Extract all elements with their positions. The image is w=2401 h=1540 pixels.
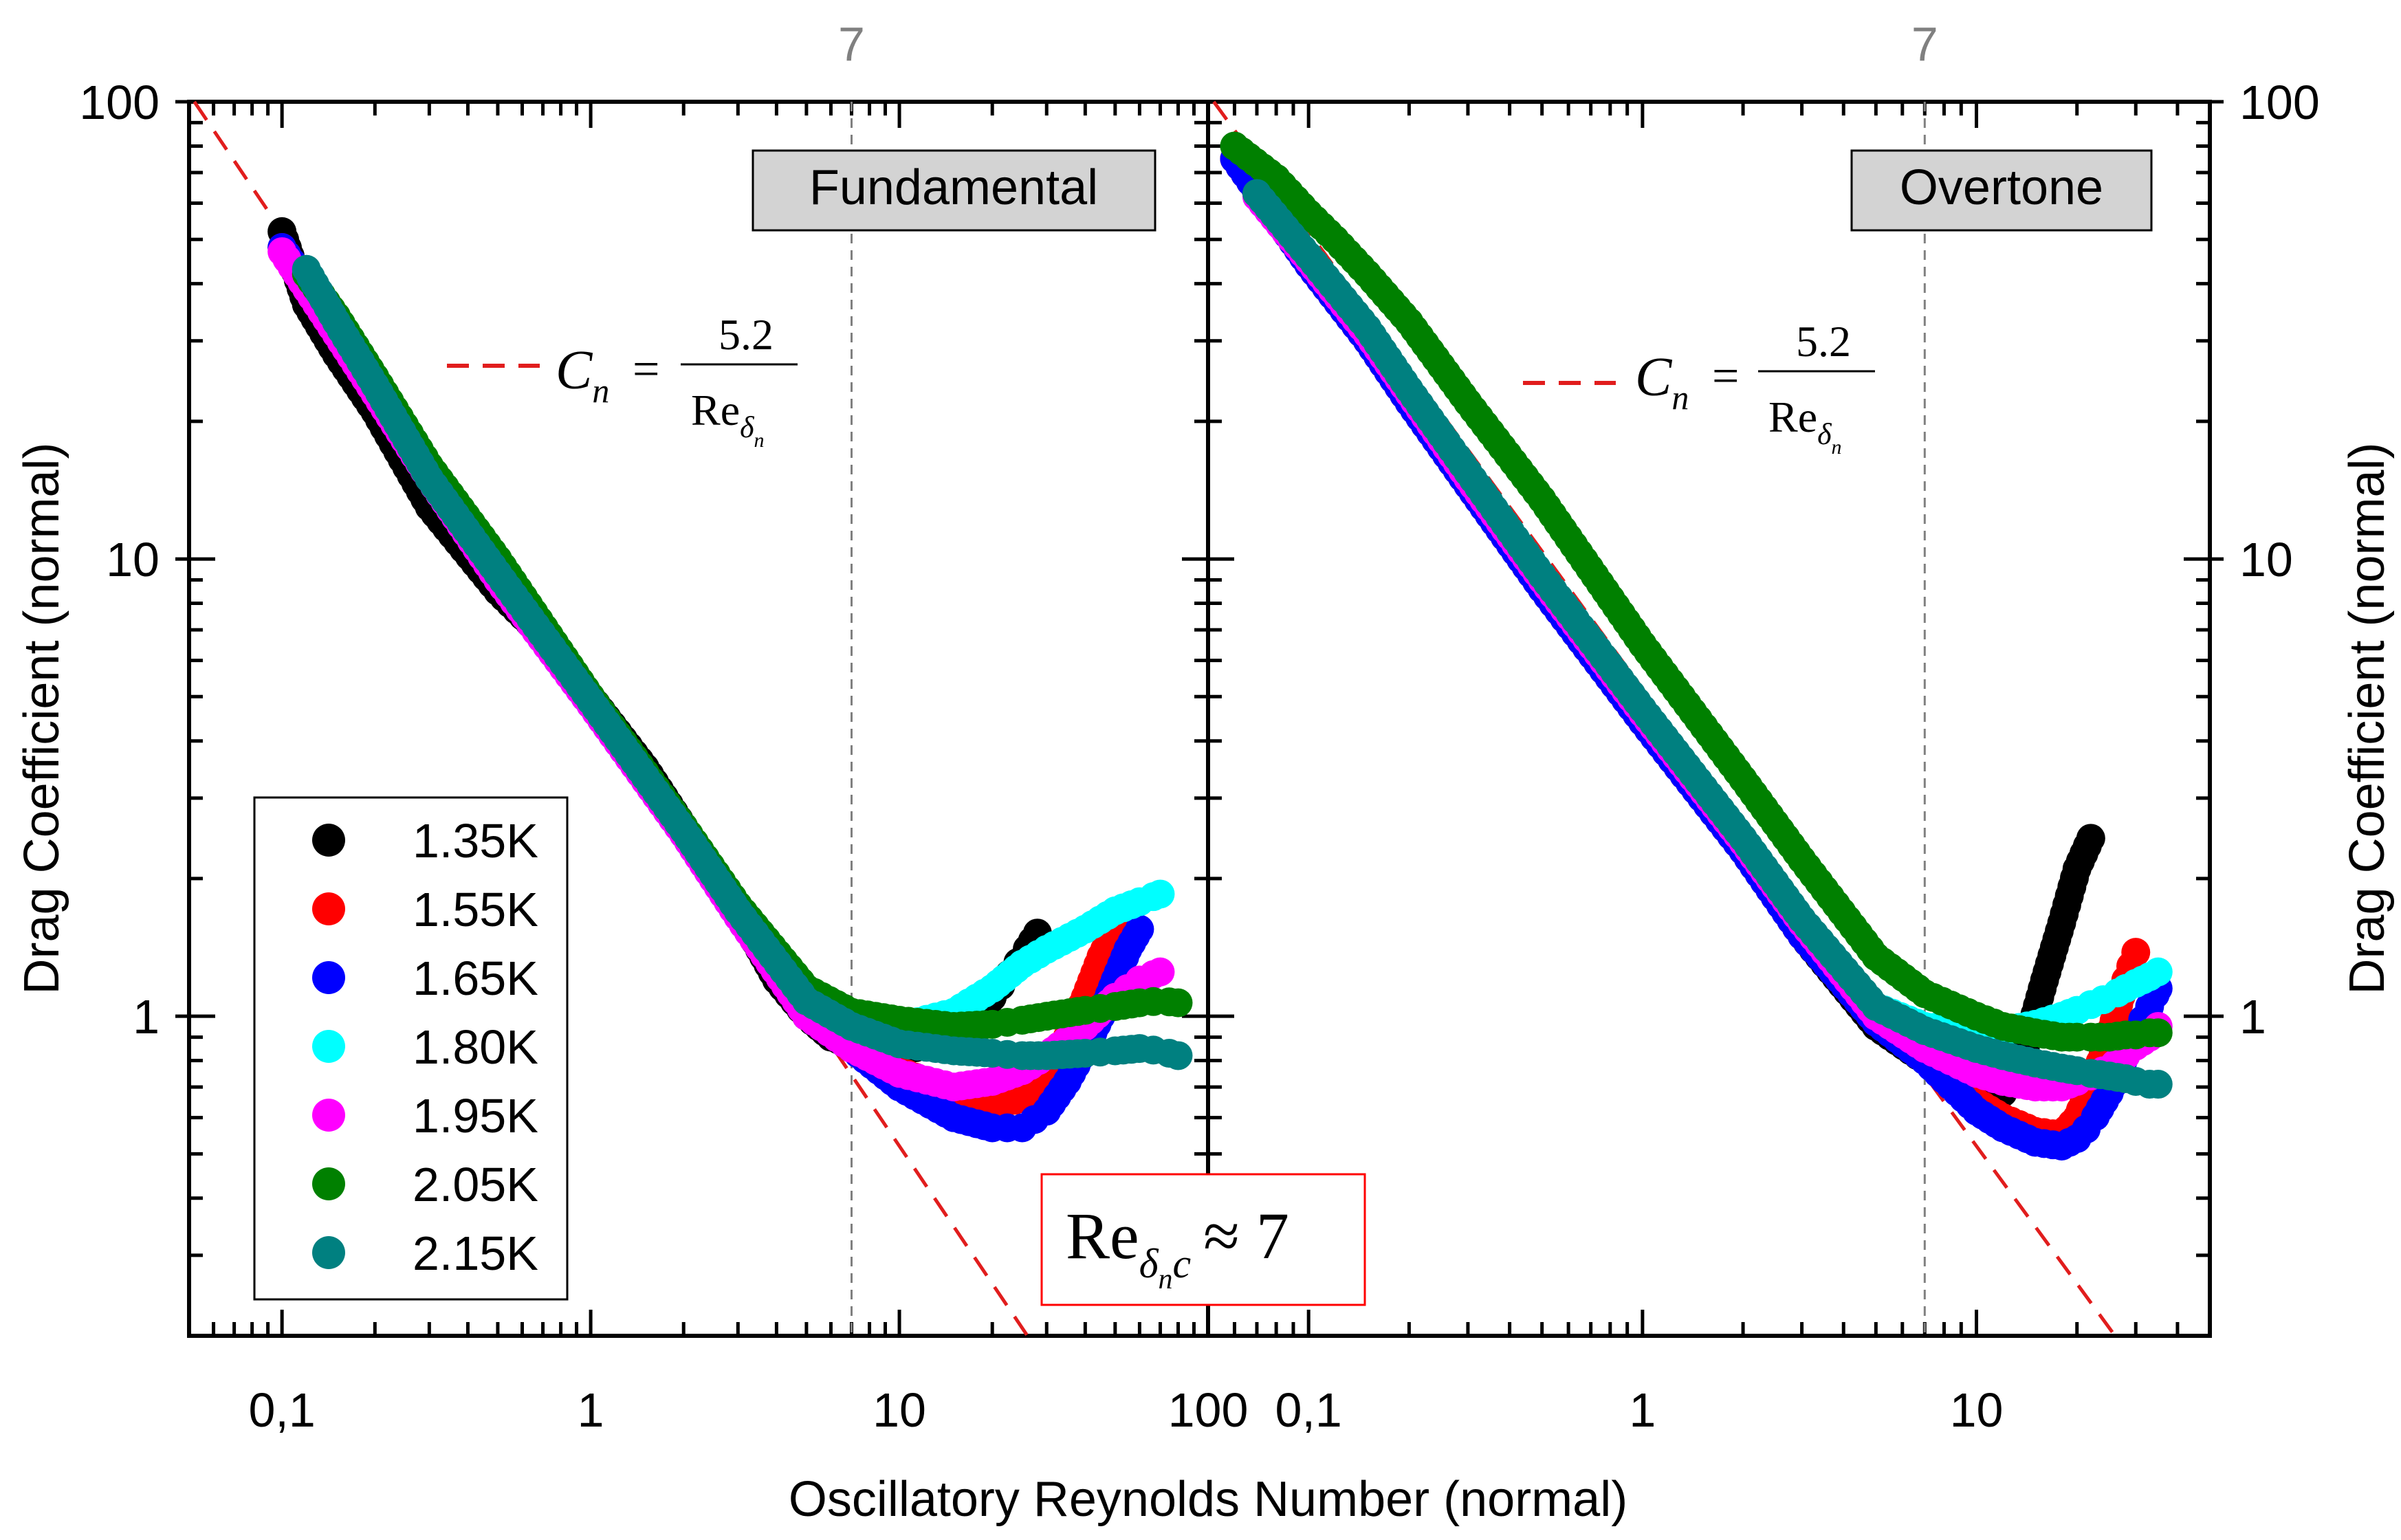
critical-re-box: Reδnc ≈ 7 (1040, 1173, 1366, 1306)
model-label-equals: = (1712, 350, 1739, 403)
fundamental-panel: 0,1 1 10 100 1 10 100 7 Fundamental Cn = 5.2 R… (79, 17, 1248, 1437)
legend-marker (312, 1236, 345, 1269)
series-2.15K (1242, 179, 2173, 1099)
data-point (1145, 957, 1175, 987)
overtone-title: Overtone (1900, 160, 2103, 215)
y-axis-title-right: Drag Coefficient (normal) (2340, 443, 2395, 995)
legend-marker (312, 1030, 345, 1063)
y-axis-title-left: Drag Coefficient (normal) (14, 443, 69, 995)
data-point (2121, 938, 2151, 967)
y-tick-label-right: 10 (2239, 533, 2293, 586)
y-tick-label-left: 100 (79, 76, 160, 129)
critical-re-top-label: 7 (1911, 17, 1938, 71)
model-label-c: Cn (556, 340, 609, 410)
data-point (1163, 988, 1193, 1018)
critical-re-top-label: 7 (838, 17, 865, 71)
data-point (2076, 824, 2105, 853)
overtone-title-box: Overtone (1850, 149, 2153, 232)
legend-box (253, 796, 569, 1301)
legend-label: 2.15K (413, 1226, 538, 1280)
data-point (2143, 957, 2173, 987)
model-label-denominator: Reδn (691, 386, 765, 452)
model-label-denominator: Reδn (1768, 393, 1842, 459)
fundamental-title: Fundamental (809, 160, 1098, 215)
y-tick-label-left: 1 (133, 990, 160, 1044)
legend-marker (312, 961, 345, 994)
legend: 1.35K 1.55K 1.65K 1.80K 1.95K 2.05K 2.15K (253, 796, 569, 1301)
x-tick-label: 0,1 (248, 1383, 315, 1437)
x-tick-label: 10 (1950, 1383, 2004, 1437)
model-label-numerator: 5.2 (719, 310, 774, 359)
x-tick-label: 10 (873, 1383, 926, 1437)
overtone-data-points (1220, 131, 2173, 1161)
legend-label: 2.05K (413, 1158, 538, 1211)
data-point (2143, 1070, 2173, 1099)
series-1.55K (1220, 144, 2151, 1150)
data-point (2143, 1018, 2173, 1048)
model-label-equals: = (633, 343, 659, 396)
fundamental-reference-lines: 7 (193, 17, 1029, 1337)
fundamental-model-equation: Cn = 5.2 Reδn (447, 310, 798, 452)
legend-marker (312, 892, 345, 925)
legend-label: 1.80K (413, 1020, 538, 1074)
y-tick-label-left: 10 (106, 533, 160, 586)
legend-label: 1.35K (413, 814, 538, 868)
model-label-numerator: 5.2 (1796, 317, 1851, 366)
y-tick-label-right: 1 (2239, 990, 2266, 1044)
overtone-plot-frame (1206, 100, 2212, 1338)
legend-label: 1.95K (413, 1089, 538, 1143)
legend-label: 1.55K (413, 883, 538, 936)
overtone-panel: 0,1 1 10 1 10 100 7 Overtone Cn = 5.2 Reδn (1206, 17, 2320, 1437)
series-2.05K (1220, 131, 2173, 1052)
overtone-axis-ticks: 0,1 1 10 1 10 100 (1206, 76, 2320, 1437)
data-point (1163, 1041, 1193, 1070)
x-tick-label: 0,1 (1275, 1383, 1342, 1437)
model-label-c: Cn (1635, 347, 1689, 417)
data-point (1125, 914, 1154, 944)
x-axis-title: Oscillatory Reynolds Number (normal) (789, 1472, 1627, 1527)
legend-items: 1.35K 1.55K 1.65K 1.80K 1.95K 2.05K 2.15K (312, 814, 538, 1280)
overtone-model-equation: Cn = 5.2 Reδn (1523, 317, 1875, 459)
x-tick-label: 100 (1168, 1383, 1249, 1437)
legend-marker (312, 1167, 345, 1200)
fundamental-title-box: Fundamental (752, 149, 1156, 232)
y-tick-label-right: 100 (2239, 76, 2320, 129)
legend-label: 1.65K (413, 952, 538, 1005)
legend-marker (312, 824, 345, 857)
series-1.95K (1242, 182, 2173, 1102)
series-2.15K (292, 254, 1193, 1070)
legend-marker (312, 1099, 345, 1132)
critical-re-label: Reδnc ≈ 7 (1066, 1199, 1289, 1295)
x-tick-label: 1 (1629, 1383, 1656, 1437)
data-point (1145, 879, 1175, 909)
x-tick-label: 1 (578, 1383, 604, 1437)
fundamental-data-points (267, 217, 1193, 1143)
fundamental-axis-ticks: 0,1 1 10 100 1 10 100 (79, 76, 1248, 1437)
